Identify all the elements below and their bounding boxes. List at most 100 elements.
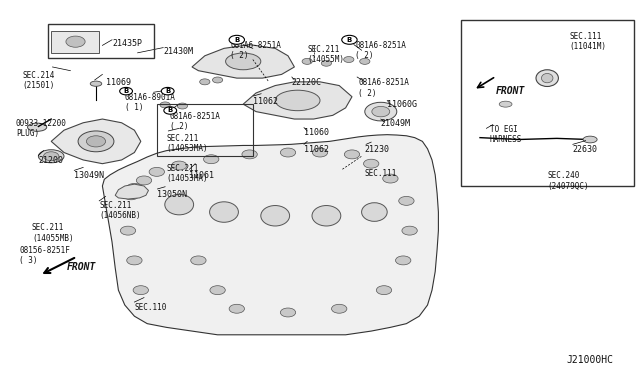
Text: B: B [168,108,173,113]
Circle shape [177,103,188,109]
Text: 081A6-8251A
( 2): 081A6-8251A ( 2) [170,112,220,131]
Text: 081A6-8251A
( 2): 081A6-8251A ( 2) [230,41,281,60]
Text: J21000HC: J21000HC [566,355,613,365]
Circle shape [66,36,85,47]
Ellipse shape [541,74,553,83]
Text: SEC.240
(24079QC): SEC.240 (24079QC) [547,171,589,190]
Text: 22120C: 22120C [291,78,321,87]
Circle shape [78,131,114,152]
Circle shape [161,87,174,95]
Text: 11062: 11062 [253,97,278,106]
Polygon shape [115,184,148,199]
Bar [51,31,99,53]
Circle shape [210,286,225,295]
Ellipse shape [210,202,239,222]
Text: SEC.211
(14055MB): SEC.211 (14055MB) [32,223,74,243]
Circle shape [229,304,244,313]
Circle shape [127,256,142,265]
Circle shape [229,35,244,44]
Text: SEC.211
(14053MA): SEC.211 (14053MA) [166,134,208,153]
Text: SEC.111
(11041M): SEC.111 (11041M) [570,32,607,51]
Circle shape [136,176,152,185]
Text: SEC.111: SEC.111 [365,169,397,178]
Bar [157,104,253,156]
Circle shape [344,57,354,62]
Circle shape [383,174,398,183]
Bar [461,20,634,186]
Text: 11060G: 11060G [387,100,417,109]
Circle shape [160,102,170,108]
Text: 21430M: 21430M [163,46,193,55]
Text: 13049N: 13049N [74,171,104,180]
Text: SEC.211
(14053MA): SEC.211 (14053MA) [166,164,208,183]
Ellipse shape [226,53,261,70]
Text: 081A6-8251A
( 2): 081A6-8251A ( 2) [355,41,406,60]
Ellipse shape [38,150,64,163]
Circle shape [360,58,370,64]
Circle shape [302,58,312,64]
Circle shape [164,107,177,114]
Circle shape [280,148,296,157]
Circle shape [127,183,142,192]
Text: SEC.214
(21501): SEC.214 (21501) [22,71,55,90]
Text: B: B [234,37,239,43]
Ellipse shape [275,90,320,111]
Text: 00933-12200
PLUG): 00933-12200 PLUG) [16,119,67,138]
Circle shape [365,102,397,121]
Circle shape [376,286,392,295]
Text: B: B [347,37,352,43]
Polygon shape [102,135,438,335]
Text: 11060: 11060 [304,128,329,137]
Text: SEC.211
(14056NB): SEC.211 (14056NB) [99,201,141,220]
Text: 21435P: 21435P [112,39,142,48]
Text: 08156-8251F
( 3): 08156-8251F ( 3) [19,246,70,265]
Circle shape [120,87,132,95]
Text: TO EGI
HARNESS: TO EGI HARNESS [490,125,522,144]
Text: 21049M: 21049M [381,119,411,128]
Text: B: B [124,88,129,94]
Text: 081A6-8251A
( 2): 081A6-8251A ( 2) [358,78,409,97]
Circle shape [342,35,357,44]
Text: 13050N: 13050N [157,190,187,199]
Text: 11069: 11069 [106,78,131,87]
Ellipse shape [499,101,512,107]
Circle shape [332,304,347,313]
Ellipse shape [90,81,102,86]
Text: 21200: 21200 [38,156,63,165]
Circle shape [242,150,257,159]
Text: 11061: 11061 [189,171,214,180]
Polygon shape [192,45,294,78]
Circle shape [86,136,106,147]
Text: B: B [165,88,170,94]
Polygon shape [51,119,141,164]
Circle shape [402,226,417,235]
Polygon shape [243,82,352,119]
Circle shape [172,161,187,170]
Ellipse shape [28,123,47,131]
Circle shape [124,191,139,200]
Circle shape [212,77,223,83]
Circle shape [344,150,360,159]
Text: 22630: 22630 [573,145,598,154]
Circle shape [280,308,296,317]
Text: 11062: 11062 [304,145,329,154]
Text: SEC.211
(14055M): SEC.211 (14055M) [307,45,344,64]
Circle shape [204,155,219,164]
Text: FRONT: FRONT [67,262,97,272]
Circle shape [44,152,59,161]
Ellipse shape [362,203,387,221]
Circle shape [399,196,414,205]
Circle shape [321,60,332,66]
Ellipse shape [583,136,597,143]
Ellipse shape [261,205,289,226]
Circle shape [191,256,206,265]
Circle shape [200,79,210,85]
Circle shape [133,286,148,295]
Bar [48,24,154,58]
Text: 081A6-8901A
( 1): 081A6-8901A ( 1) [125,93,175,112]
Ellipse shape [165,195,194,215]
Text: FRONT: FRONT [496,86,525,96]
Text: SEC.110: SEC.110 [134,303,167,312]
Circle shape [120,226,136,235]
Circle shape [372,106,390,117]
